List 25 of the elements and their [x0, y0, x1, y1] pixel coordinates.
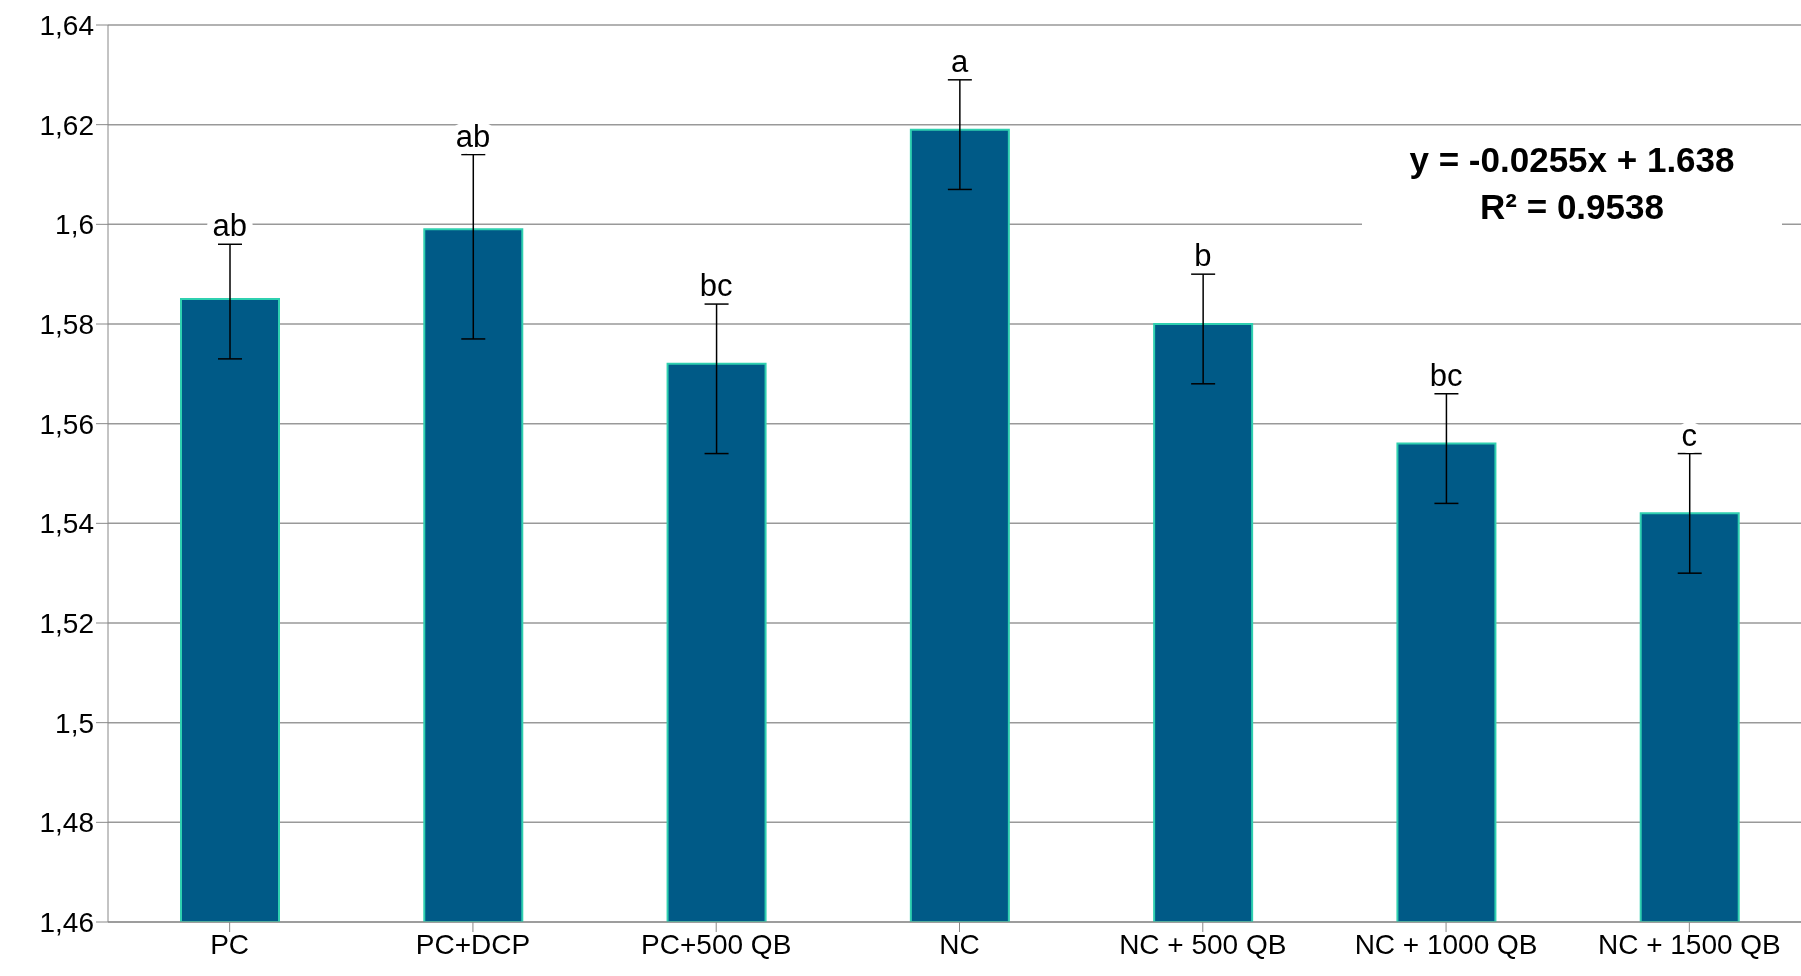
x-tick-label: NC: [939, 928, 980, 960]
data-label: ab: [212, 208, 247, 244]
y-tick-label: 1,46: [39, 906, 94, 938]
y-tick-label: 1,48: [39, 807, 94, 839]
y-tick-label: 1,64: [39, 9, 94, 41]
y-tick-label: 1,6: [55, 209, 94, 241]
data-label: c: [1681, 417, 1698, 453]
x-tick-label: PC+500 QB: [641, 928, 792, 960]
y-tick-label: 1,58: [39, 308, 94, 340]
y-tick-label: 1,54: [39, 508, 94, 540]
data-label: b: [1194, 238, 1212, 274]
y-tick-label: 1,52: [39, 607, 94, 639]
y-tick-label: 1,5: [55, 707, 94, 739]
data-label: bc: [1429, 357, 1463, 393]
y-tick-label: 1,62: [39, 109, 94, 141]
x-tick-label: PC: [210, 928, 250, 960]
data-label: bc: [699, 268, 733, 304]
x-tick-label: NC + 1500 QB: [1597, 928, 1781, 960]
x-tick-label: NC + 1000 QB: [1354, 928, 1538, 960]
data-label: a: [950, 43, 969, 79]
x-tick-label: NC + 500 QB: [1119, 928, 1287, 960]
y-tick-label: 1,56: [39, 408, 94, 440]
annotation: y = -0.0255x + 1.638 R² = 0.9538: [1362, 132, 1782, 234]
x-tick-label: PC+DCP: [415, 928, 531, 960]
data-label: ab: [455, 118, 491, 154]
